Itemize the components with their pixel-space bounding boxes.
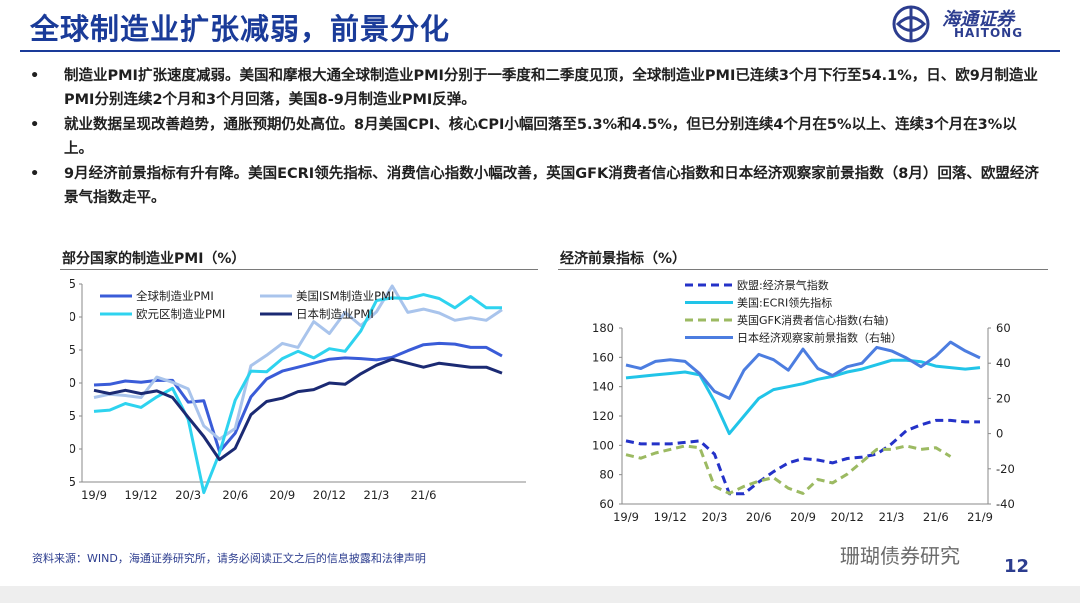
left-tick-label: 180 — [592, 321, 614, 335]
pmi-series-3-line — [93, 357, 503, 462]
bullet-item: • 9月经济前景指标有升有降。美国ECRI领先指标、消费信心指数小幅改善，英国GF… — [28, 162, 1040, 210]
legend-label: 欧盟:经济景气指数 — [737, 278, 829, 292]
haitong-logo-icon — [892, 5, 930, 43]
x-tick-label: 19/9 — [613, 510, 639, 524]
right-tick-label: 20 — [996, 391, 1011, 405]
right-tick-label: -40 — [996, 497, 1015, 511]
right-tick-label: 60 — [996, 321, 1011, 335]
bullet-marker: • — [30, 166, 40, 182]
bullet-marker: • — [30, 68, 40, 84]
right-tick-label: 40 — [996, 356, 1011, 370]
legend-label: 美国:ECRI领先指标 — [737, 296, 832, 310]
legend-label: 美国ISM制造业PMI — [296, 289, 394, 303]
logo-text-en: HAITONG — [954, 26, 1024, 40]
footer-bar — [0, 586, 1080, 603]
y-tick-label: 50 — [70, 376, 76, 390]
bullet-list: • 制造业PMI扩张速度减弱。美国和摩根大通全球制造业PMI分别于一季度和二季度见… — [28, 64, 1040, 211]
outlook-series-0-line — [625, 418, 980, 496]
legend-label: 日本制造业PMI — [296, 307, 374, 321]
x-tick-label: 20/12 — [831, 510, 864, 524]
legend-label: 日本经济观察家前景指数（右轴） — [737, 331, 902, 345]
bullet-item: • 就业数据呈现改善趋势，通胀预期仍处高位。8月美国CPI、核心CPI小幅回落至5… — [28, 113, 1040, 161]
x-tick-label: 19/12 — [654, 510, 687, 524]
left-tick-label: 100 — [592, 438, 614, 452]
bullet-text: 制造业PMI扩张速度减弱。美国和摩根大通全球制造业PMI分别于一季度和二季度见顶… — [64, 68, 1038, 108]
legend-label: 全球制造业PMI — [136, 289, 214, 303]
outlook-chart-rule — [558, 269, 1048, 270]
right-tick-label: -20 — [996, 462, 1015, 476]
page-number: 12 — [1004, 556, 1030, 577]
x-tick-label: 21/3 — [879, 510, 905, 524]
pmi-chart: 35 40 45 50 55 60 65 19/9 19/12 20/3 20/6 20/9 20/12… — [70, 277, 526, 502]
haitong-logo: 海通证券 HAITONG — [890, 4, 1050, 44]
right-tick-label: 0 — [996, 427, 1003, 441]
outlook-series-2-line — [625, 444, 952, 495]
pmi-series-2-line — [93, 293, 502, 495]
outlook-series-3-line — [625, 340, 981, 400]
source-note: 资料来源：WIND，海通证券研究所，请务必阅读正文之后的信息披露和法律声明 — [32, 552, 426, 565]
x-tick-label: 20/3 — [175, 488, 201, 502]
left-tick-label: 80 — [599, 468, 614, 482]
y-tick-label: 40 — [70, 442, 76, 456]
y-tick-label: 45 — [70, 409, 76, 423]
left-tick-label: 160 — [592, 350, 614, 364]
left-tick-label: 60 — [599, 497, 614, 511]
bullet-text: 9月经济前景指标有升有降。美国ECRI领先指标、消费信心指数小幅改善，英国GFK… — [64, 166, 1039, 206]
x-tick-label: 20/6 — [746, 510, 772, 524]
x-tick-label: 20/6 — [222, 488, 248, 502]
x-tick-label: 21/6 — [923, 510, 949, 524]
x-tick-label: 20/12 — [313, 488, 346, 502]
legend-label: 欧元区制造业PMI — [136, 307, 225, 321]
y-tick-label: 35 — [70, 475, 76, 489]
y-tick-label: 55 — [70, 343, 76, 357]
left-tick-label: 120 — [592, 409, 614, 423]
pmi-series-1-line — [93, 284, 503, 441]
legend-label: 英国GFK消费者信心指数(右轴) — [737, 313, 889, 327]
left-tick-label: 140 — [592, 380, 614, 394]
x-tick-label: 20/9 — [269, 488, 295, 502]
pmi-chart-rule — [60, 269, 538, 270]
bullet-text: 就业数据呈现改善趋势，通胀预期仍处高位。8月美国CPI、核心CPI小幅回落至5.… — [64, 117, 1017, 157]
x-tick-label: 20/3 — [702, 510, 728, 524]
x-tick-label: 21/6 — [411, 488, 437, 502]
x-tick-label: 19/9 — [81, 488, 107, 502]
wechat-watermark: 珊瑚债券研究 — [840, 544, 960, 568]
title-divider — [20, 50, 1060, 52]
x-tick-label: 21/9 — [967, 510, 993, 524]
pmi-chart-title: 部分国家的制造业PMI（%） — [62, 251, 246, 267]
bullet-item: • 制造业PMI扩张速度减弱。美国和摩根大通全球制造业PMI分别于一季度和二季度见… — [28, 64, 1040, 112]
bullet-marker: • — [30, 117, 40, 133]
logo-text-cn: 海通证券 — [942, 9, 1014, 30]
outlook-chart-title: 经济前景指标（%） — [560, 251, 687, 267]
slide-title: 全球制造业扩张减弱，前景分化 — [30, 12, 451, 46]
outlook-series-1-line — [625, 358, 981, 436]
x-tick-label: 21/3 — [364, 488, 390, 502]
y-tick-label: 65 — [70, 277, 76, 291]
x-tick-label: 19/12 — [124, 488, 157, 502]
y-tick-label: 60 — [70, 310, 76, 324]
x-tick-label: 20/9 — [790, 510, 816, 524]
